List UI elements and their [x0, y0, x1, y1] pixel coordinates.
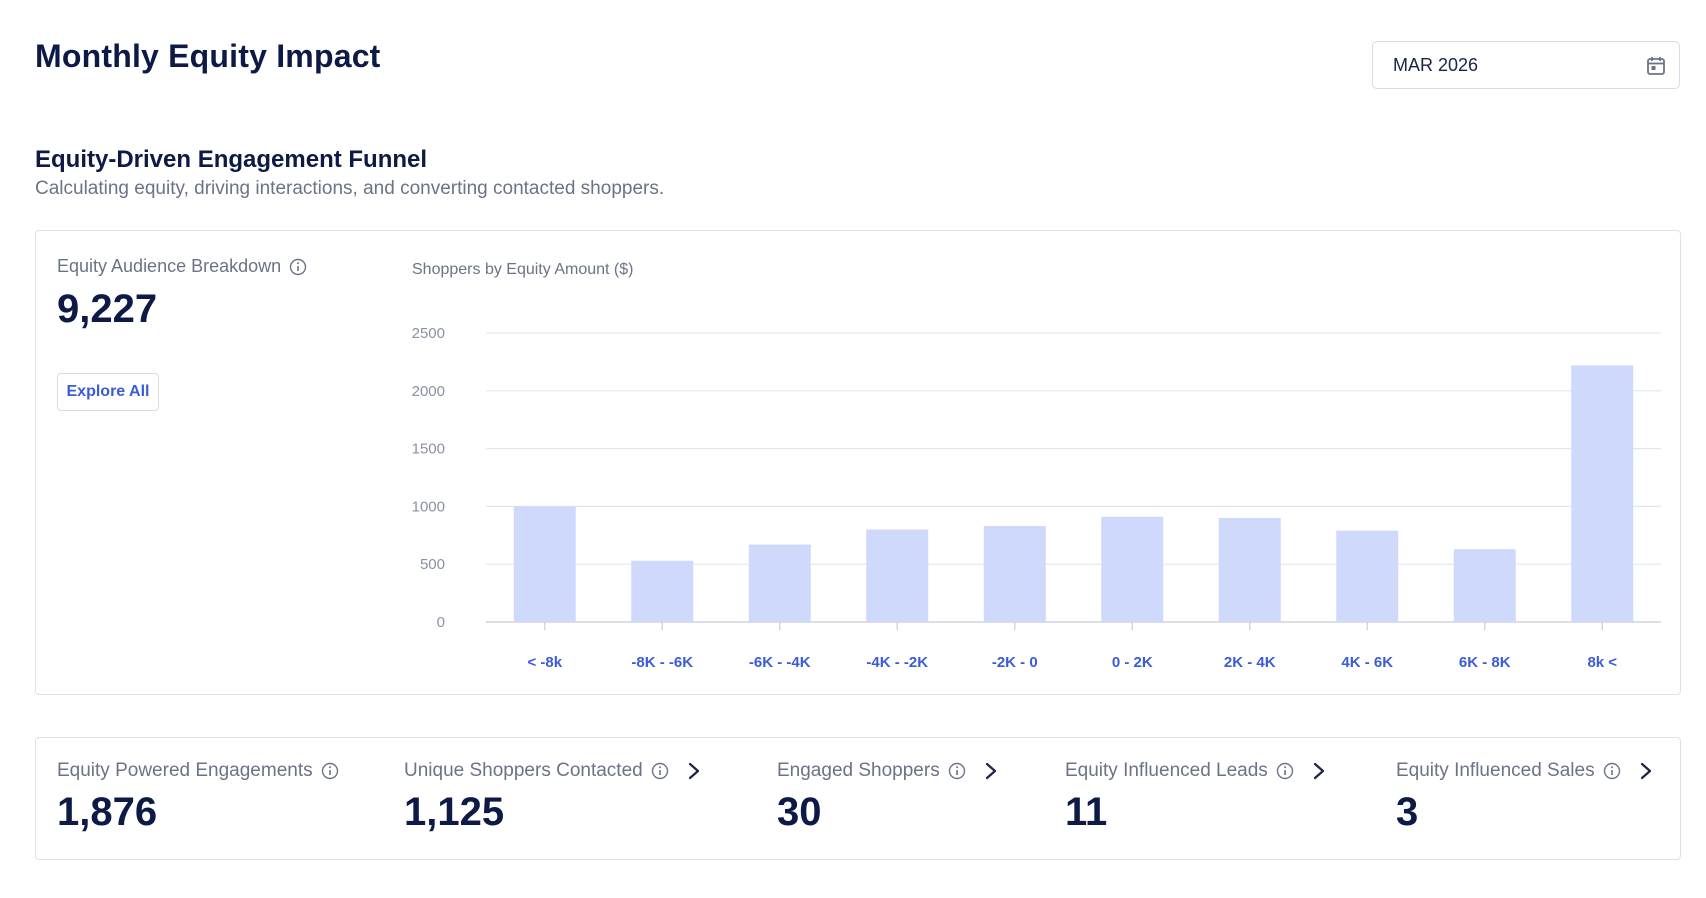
y-tick-label: 0: [437, 614, 445, 631]
x-tick-label: -6K - -4K: [749, 654, 811, 671]
metric-engagements: Equity Powered Engagements 1,876: [57, 760, 339, 835]
funnel-title: Equity-Driven Engagement Funnel: [35, 146, 428, 173]
metric-label: Engaged Shoppers: [777, 760, 940, 781]
metric-value: 11: [1065, 790, 1108, 834]
metric-shoppers-contacted: Unique Shoppers Contacted 1,125: [404, 760, 701, 835]
bar: [513, 506, 576, 622]
info-icon[interactable]: [651, 762, 669, 780]
page-title: Monthly Equity Impact: [35, 38, 381, 74]
metric-label-row: Equity Influenced Sales: [1396, 760, 1653, 782]
audience-breakdown-card: Equity Audience Breakdown 9,227 Explore …: [35, 230, 1681, 695]
metric-value: 1,876: [57, 790, 158, 834]
calendar-icon[interactable]: [1645, 55, 1667, 77]
metric-label-row: Equity Powered Engagements: [57, 760, 339, 782]
y-tick-label: 1000: [412, 498, 445, 515]
metric-label-row: Unique Shoppers Contacted: [404, 760, 701, 782]
audience-total: 9,227: [57, 287, 158, 331]
bar: [1571, 365, 1634, 622]
metric-label: Equity Influenced Sales: [1396, 760, 1595, 781]
y-tick-label: 2000: [412, 383, 445, 400]
bar: [748, 544, 811, 622]
x-tick-label: -2K - 0: [992, 654, 1038, 671]
bar: [1453, 549, 1516, 622]
x-tick-label: -4K - -2K: [866, 654, 928, 671]
chevron-right-icon[interactable]: [1312, 761, 1326, 781]
x-tick-label: 2K - 4K: [1224, 654, 1276, 671]
metric-label: Equity Influenced Leads: [1065, 760, 1268, 781]
metric-value: 3: [1396, 790, 1419, 834]
y-tick-label: 1500: [412, 441, 445, 458]
info-icon[interactable]: [948, 762, 966, 780]
metric-label-row: Equity Influenced Leads: [1065, 760, 1326, 782]
y-tick-label: 500: [420, 556, 445, 573]
chevron-right-icon[interactable]: [1639, 761, 1653, 781]
info-icon[interactable]: [1603, 762, 1621, 780]
metric-engaged-shoppers: Engaged Shoppers 30: [777, 760, 998, 835]
x-tick-label: 6K - 8K: [1459, 654, 1511, 671]
x-tick-label: 0 - 2K: [1112, 654, 1153, 671]
bar: [866, 529, 929, 622]
info-icon[interactable]: [321, 762, 339, 780]
info-icon[interactable]: [289, 258, 307, 276]
y-tick-label: 2500: [412, 325, 445, 342]
month-picker[interactable]: MAR 2026: [1372, 41, 1680, 89]
bar: [983, 526, 1046, 622]
metric-value: 30: [777, 790, 822, 834]
x-tick-label: -8K - -6K: [631, 654, 693, 671]
metric-value: 1,125: [404, 790, 505, 834]
x-tick-label: 4K - 6K: [1341, 654, 1393, 671]
chart-title: Shoppers by Equity Amount ($): [412, 261, 634, 278]
x-tick-label: < -8k: [527, 654, 562, 671]
metric-influenced-leads: Equity Influenced Leads 11: [1065, 760, 1326, 835]
bar: [1101, 516, 1164, 622]
chevron-right-icon[interactable]: [687, 761, 701, 781]
bar: [1218, 517, 1281, 622]
x-tick-label: 8k <: [1587, 654, 1617, 671]
chevron-right-icon[interactable]: [984, 761, 998, 781]
info-icon[interactable]: [1276, 762, 1294, 780]
equity-bar-chart: 0 500 1000 1500 2000 2500 < -8k -8K - -6K -6K - …: [412, 325, 1661, 671]
bar: [631, 560, 694, 622]
explore-all-button[interactable]: Explore All: [57, 373, 159, 411]
bar: [1336, 530, 1399, 622]
metric-influenced-sales: Equity Influenced Sales 3: [1396, 760, 1653, 835]
month-picker-value: MAR 2026: [1393, 54, 1479, 75]
metric-label: Unique Shoppers Contacted: [404, 760, 643, 781]
audience-label-row: Equity Audience Breakdown: [57, 256, 307, 277]
metric-label: Equity Powered Engagements: [57, 760, 313, 781]
audience-label: Equity Audience Breakdown: [57, 256, 282, 276]
funnel-subtitle: Calculating equity, driving interactions…: [35, 178, 665, 199]
metric-label-row: Engaged Shoppers: [777, 760, 998, 782]
metrics-card: Equity Powered Engagements 1,876 Unique …: [35, 737, 1681, 860]
